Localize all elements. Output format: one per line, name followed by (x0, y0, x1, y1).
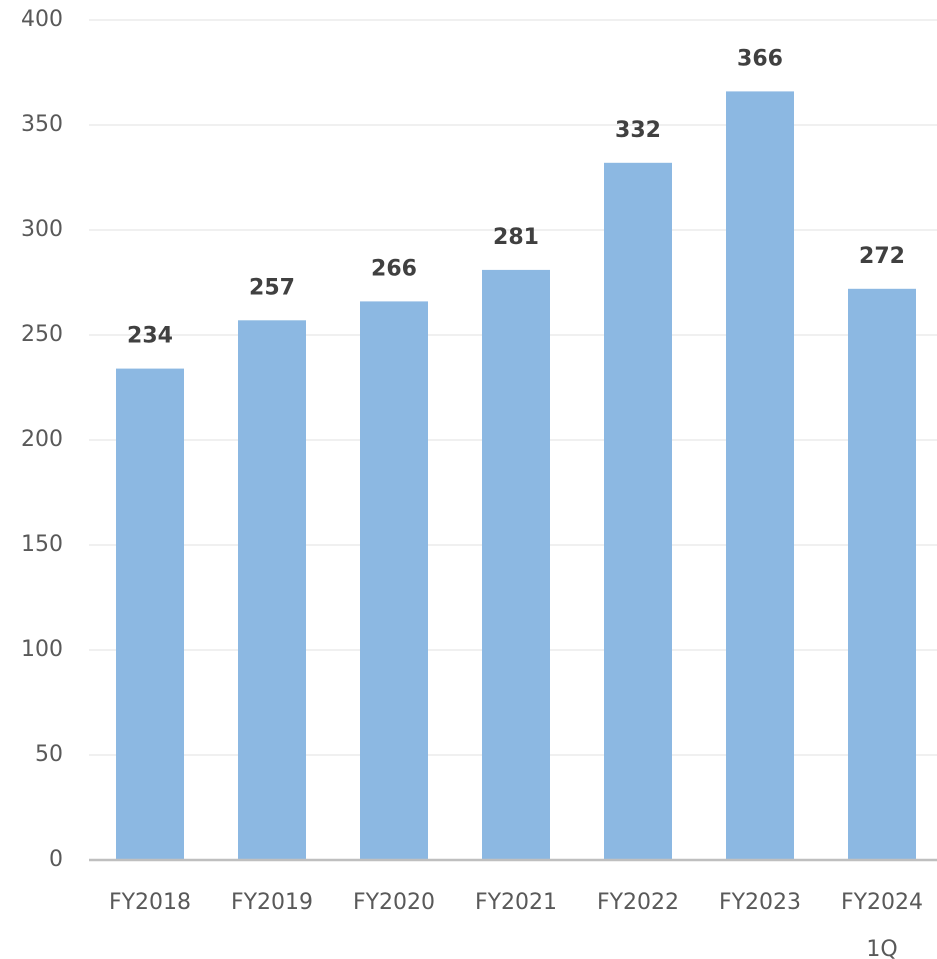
x-tick-label: FY2020 (353, 890, 435, 915)
bar (848, 288, 916, 860)
y-tick-label: 200 (21, 427, 63, 452)
value-label: 332 (615, 118, 661, 143)
y-tick-label: 400 (21, 7, 63, 32)
x-tick-label: FY2019 (231, 890, 313, 915)
y-tick-label: 50 (35, 742, 63, 767)
x-tick-label: FY2018 (109, 890, 191, 915)
value-label: 281 (493, 225, 539, 250)
x-tick-label: FY2023 (719, 890, 801, 915)
bar (116, 368, 184, 860)
y-tick-label: 300 (21, 217, 63, 242)
bar (726, 91, 794, 860)
value-label: 366 (737, 46, 783, 71)
x-tick-label: FY2021 (475, 890, 557, 915)
x-tick-label: FY2022 (597, 890, 679, 915)
y-tick-label: 350 (21, 112, 63, 137)
y-tick-label: 150 (21, 532, 63, 557)
y-tick-label: 100 (21, 637, 63, 662)
value-label: 272 (859, 244, 905, 269)
y-tick-label: 0 (49, 847, 63, 872)
bar (482, 269, 550, 860)
bar (604, 162, 672, 861)
bar (360, 301, 428, 860)
x-tick-label: FY2024 1Q (841, 890, 923, 959)
bar (238, 320, 306, 860)
value-label: 266 (371, 256, 417, 281)
value-label: 234 (127, 324, 173, 349)
value-label: 257 (249, 275, 295, 300)
y-tick-label: 250 (21, 322, 63, 347)
